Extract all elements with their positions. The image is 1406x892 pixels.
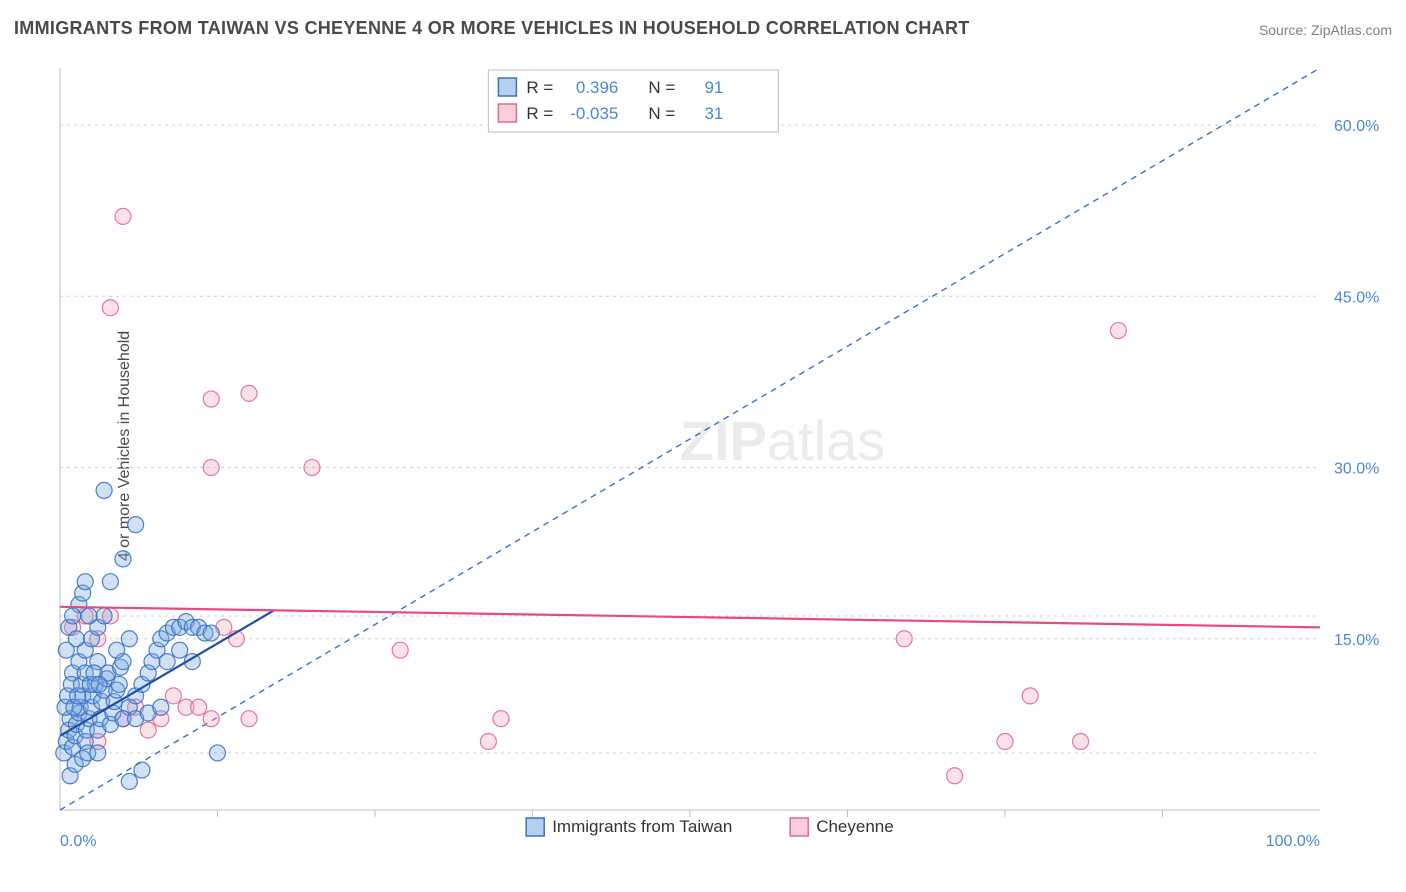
stats-swatch-taiwan xyxy=(498,78,516,96)
stats-n-value-cheyenne: 31 xyxy=(704,104,723,123)
y-tick-label: 45.0% xyxy=(1334,289,1379,306)
data-point-taiwan xyxy=(77,574,93,590)
data-point-cheyenne xyxy=(1073,734,1089,750)
data-point-cheyenne xyxy=(203,460,219,476)
chart-title: IMMIGRANTS FROM TAIWAN VS CHEYENNE 4 OR … xyxy=(14,18,970,39)
data-point-taiwan xyxy=(81,608,97,624)
legend-swatch-cheyenne xyxy=(790,818,808,836)
stats-r-value-taiwan: 0.396 xyxy=(576,78,619,97)
y-tick-label: 60.0% xyxy=(1334,118,1379,135)
data-point-cheyenne xyxy=(241,385,257,401)
legend-swatch-taiwan xyxy=(526,818,544,836)
data-point-cheyenne xyxy=(241,711,257,727)
data-point-taiwan xyxy=(111,676,127,692)
source-name: ZipAtlas.com xyxy=(1311,22,1392,38)
data-point-cheyenne xyxy=(480,734,496,750)
y-tick-label: 15.0% xyxy=(1334,632,1379,649)
y-tick-label: 30.0% xyxy=(1334,461,1379,478)
data-point-taiwan xyxy=(102,574,118,590)
data-point-taiwan xyxy=(134,762,150,778)
data-point-cheyenne xyxy=(1110,323,1126,339)
data-point-taiwan xyxy=(68,631,84,647)
data-point-cheyenne xyxy=(304,460,320,476)
stats-r-label: R = xyxy=(526,78,553,97)
data-point-cheyenne xyxy=(1022,688,1038,704)
data-point-taiwan xyxy=(65,608,81,624)
data-point-cheyenne xyxy=(191,699,207,715)
data-point-taiwan xyxy=(172,642,188,658)
data-point-cheyenne xyxy=(115,208,131,224)
data-point-taiwan xyxy=(159,654,175,670)
data-point-taiwan xyxy=(90,745,106,761)
data-point-cheyenne xyxy=(392,642,408,658)
watermark: ZIPatlas xyxy=(680,409,885,472)
data-point-taiwan xyxy=(96,482,112,498)
data-point-cheyenne xyxy=(997,734,1013,750)
data-point-taiwan xyxy=(128,517,144,533)
data-point-taiwan xyxy=(121,631,137,647)
data-point-cheyenne xyxy=(493,711,509,727)
data-point-taiwan xyxy=(115,551,131,567)
stats-n-label: N = xyxy=(648,78,675,97)
data-point-cheyenne xyxy=(896,631,912,647)
data-point-taiwan xyxy=(121,773,137,789)
x-tick-label: 0.0% xyxy=(60,833,96,850)
legend-label-cheyenne: Cheyenne xyxy=(816,817,894,836)
legend-label-taiwan: Immigrants from Taiwan xyxy=(552,817,732,836)
data-point-cheyenne xyxy=(102,300,118,316)
x-tick-label: 100.0% xyxy=(1266,833,1320,850)
data-point-cheyenne xyxy=(165,688,181,704)
source-attribution: Source: ZipAtlas.com xyxy=(1259,22,1392,38)
data-point-taiwan xyxy=(96,608,112,624)
stats-r-label: R = xyxy=(526,104,553,123)
data-point-taiwan xyxy=(109,642,125,658)
stats-n-label: N = xyxy=(648,104,675,123)
data-point-taiwan xyxy=(91,676,107,692)
data-point-taiwan xyxy=(203,625,219,641)
data-point-cheyenne xyxy=(947,768,963,784)
data-point-taiwan xyxy=(153,699,169,715)
data-point-taiwan xyxy=(210,745,226,761)
data-point-cheyenne xyxy=(140,722,156,738)
data-point-cheyenne xyxy=(203,391,219,407)
stats-swatch-cheyenne xyxy=(498,104,516,122)
scatter-plot: 15.0%30.0%45.0%60.0%0.0%100.0%ZIPatlasR … xyxy=(50,60,1390,830)
data-point-cheyenne xyxy=(203,711,219,727)
chart-svg: 15.0% 30.0% 45.0% 60.0% 0.0% 100.0% ZIPatlas R … xyxy=(50,60,1390,860)
stats-r-value-cheyenne: -0.035 xyxy=(570,104,618,123)
source-prefix: Source: xyxy=(1259,22,1311,38)
stats-n-value-taiwan: 91 xyxy=(704,78,723,97)
